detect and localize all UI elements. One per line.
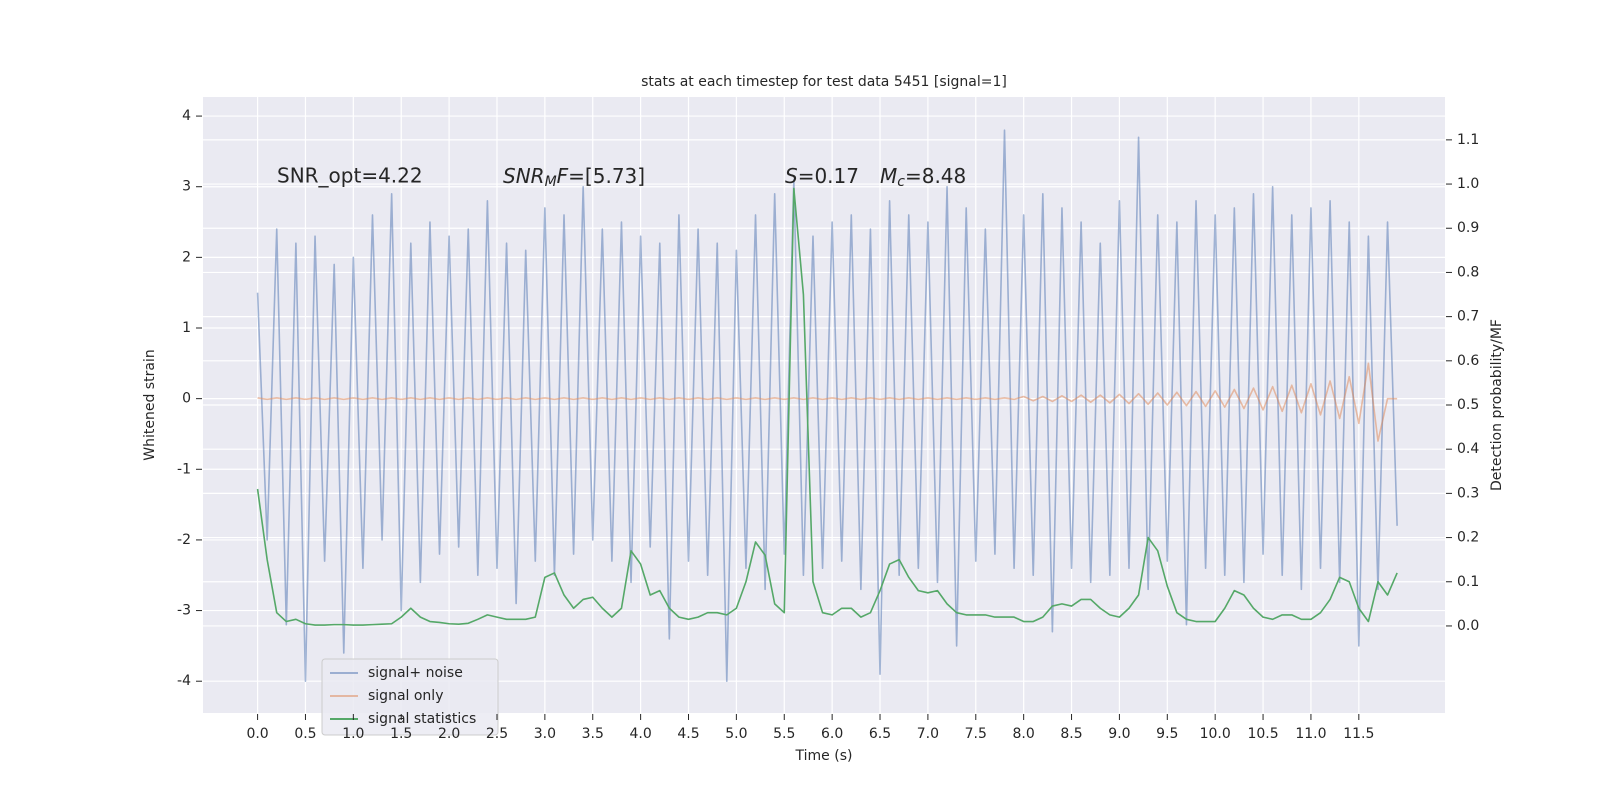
annotation-part: S xyxy=(785,164,798,188)
annotation: Mc=8.48 xyxy=(880,164,966,191)
annotation-part: SNR xyxy=(503,164,545,188)
annotation-part: F xyxy=(557,164,569,188)
x-tick-label: 8.5 xyxy=(1060,726,1082,742)
x-tick-label: 5.5 xyxy=(773,726,795,742)
y2-tick-label: 0.9 xyxy=(1457,220,1479,236)
series-line xyxy=(256,187,1398,626)
x-tick-label: 10.0 xyxy=(1200,726,1231,742)
y-tick-label: 2 xyxy=(182,249,191,265)
legend-box xyxy=(321,658,499,736)
y-tick-label: 4 xyxy=(182,108,191,124)
annotation-part: M xyxy=(545,174,557,190)
annotation: S=0.17 xyxy=(785,164,859,188)
y2-tick-label: 0.3 xyxy=(1457,485,1479,501)
annotation: SNR_opt=4.22 xyxy=(277,164,423,188)
plot xyxy=(203,97,1445,713)
annotation-part: =0.17 xyxy=(798,164,859,188)
legend-label: signal+ noise xyxy=(368,665,463,681)
series-line xyxy=(257,362,1398,442)
y2-tick-label: 0.7 xyxy=(1457,309,1479,325)
x-tick-label: 0.0 xyxy=(246,726,268,742)
y2-tick-label: 1.0 xyxy=(1457,176,1479,192)
annotation-part: =8.48 xyxy=(905,164,966,188)
y-tick-label: -1 xyxy=(177,461,191,477)
series-line xyxy=(256,129,1398,683)
x-tick-label: 7.5 xyxy=(965,726,987,742)
x-tick-label: 6.5 xyxy=(869,726,891,742)
x-tick-label: 0.5 xyxy=(294,726,316,742)
y2-tick-label: 0.8 xyxy=(1457,264,1479,280)
legend-label: signal only xyxy=(368,688,443,704)
x-tick-label: 4.0 xyxy=(629,726,651,742)
x-tick-label: 7.0 xyxy=(917,726,939,742)
y2-tick-label: 0.2 xyxy=(1457,530,1479,546)
y-tick-label: -3 xyxy=(177,603,191,619)
annotation-part: c xyxy=(897,174,905,190)
legend-label: signal statistics xyxy=(368,711,476,727)
y-tick-label: 1 xyxy=(182,320,191,336)
x-tick-label: 11.5 xyxy=(1343,726,1374,742)
annotation-part: =[5.73] xyxy=(568,164,645,188)
x-tick-label: 3.0 xyxy=(534,726,556,742)
x-tick-label: 1.0 xyxy=(342,726,364,742)
y2-tick-label: 0.4 xyxy=(1457,441,1479,457)
y2-tick-label: 0.6 xyxy=(1457,353,1479,369)
x-tick-label: 4.5 xyxy=(677,726,699,742)
x-tick-label: 9.5 xyxy=(1156,726,1178,742)
x-tick-label: 8.0 xyxy=(1013,726,1035,742)
x-tick-label: 9.0 xyxy=(1108,726,1130,742)
y-tick-label: -2 xyxy=(177,532,191,548)
chart-title: stats at each timestep for test data 545… xyxy=(641,74,1007,90)
y2-tick-label: 0.0 xyxy=(1457,618,1479,634)
y-tick-label: -4 xyxy=(177,673,191,689)
x-tick-label: 2.0 xyxy=(438,726,460,742)
y2-tick-label: 0.5 xyxy=(1457,397,1479,413)
y-tick-label: 3 xyxy=(182,179,191,195)
y2-axis-label: Detection probability/MF xyxy=(1489,319,1505,491)
x-tick-label: 5.0 xyxy=(725,726,747,742)
legend: signal+ noise signal only signal statistic… xyxy=(321,658,499,736)
y2-tick-label: 1.1 xyxy=(1457,132,1479,148)
y-tick-label: 0 xyxy=(182,391,191,407)
annotation-part: M xyxy=(880,164,897,188)
x-tick-label: 6.0 xyxy=(821,726,843,742)
y-axis-label: Whitened strain xyxy=(142,349,158,460)
x-tick-label: 1.5 xyxy=(390,726,412,742)
x-axis-label: Time (s) xyxy=(795,748,853,764)
annotation: SNRMF=[5.73] xyxy=(503,164,645,191)
y2-tick-label: 0.1 xyxy=(1457,574,1479,590)
x-tick-label: 11.0 xyxy=(1295,726,1326,742)
x-tick-label: 3.5 xyxy=(582,726,604,742)
x-tick-label: 2.5 xyxy=(486,726,508,742)
x-tick-label: 10.5 xyxy=(1247,726,1278,742)
